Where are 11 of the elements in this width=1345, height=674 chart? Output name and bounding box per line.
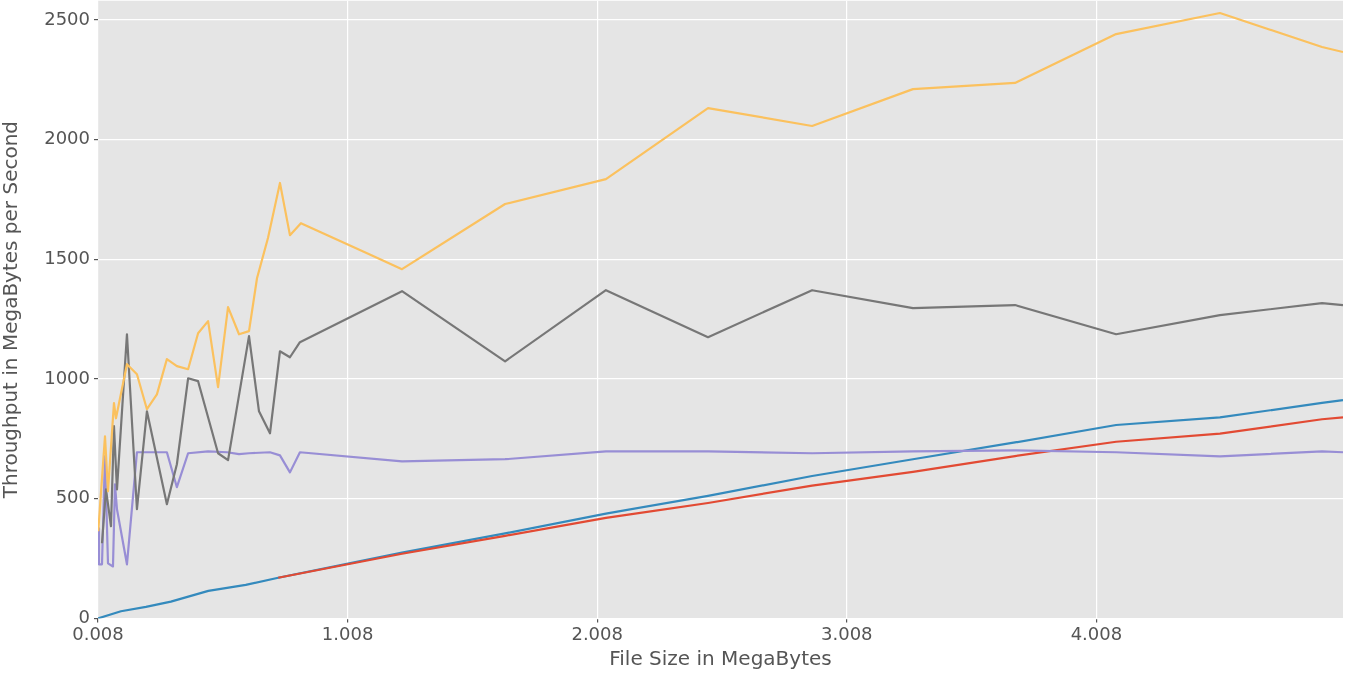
y-axis-title: Throughput in MegaBytes per Second [0,120,23,500]
y-tick-label: 500 [55,486,90,508]
y-tick-label: 1000 [44,366,90,388]
y-tick-label: 2000 [44,127,90,149]
x-tick-label: 2.008 [571,622,623,644]
y-tick-label: 2500 [44,7,90,29]
y-tick-label: 1500 [44,247,90,268]
x-tick-label: 1.008 [321,622,374,644]
x-tick-label: 4.008 [1070,622,1123,644]
x-tick-label: 3.008 [821,622,873,644]
x-axis-title: File Size in MegaBytes [609,646,832,671]
